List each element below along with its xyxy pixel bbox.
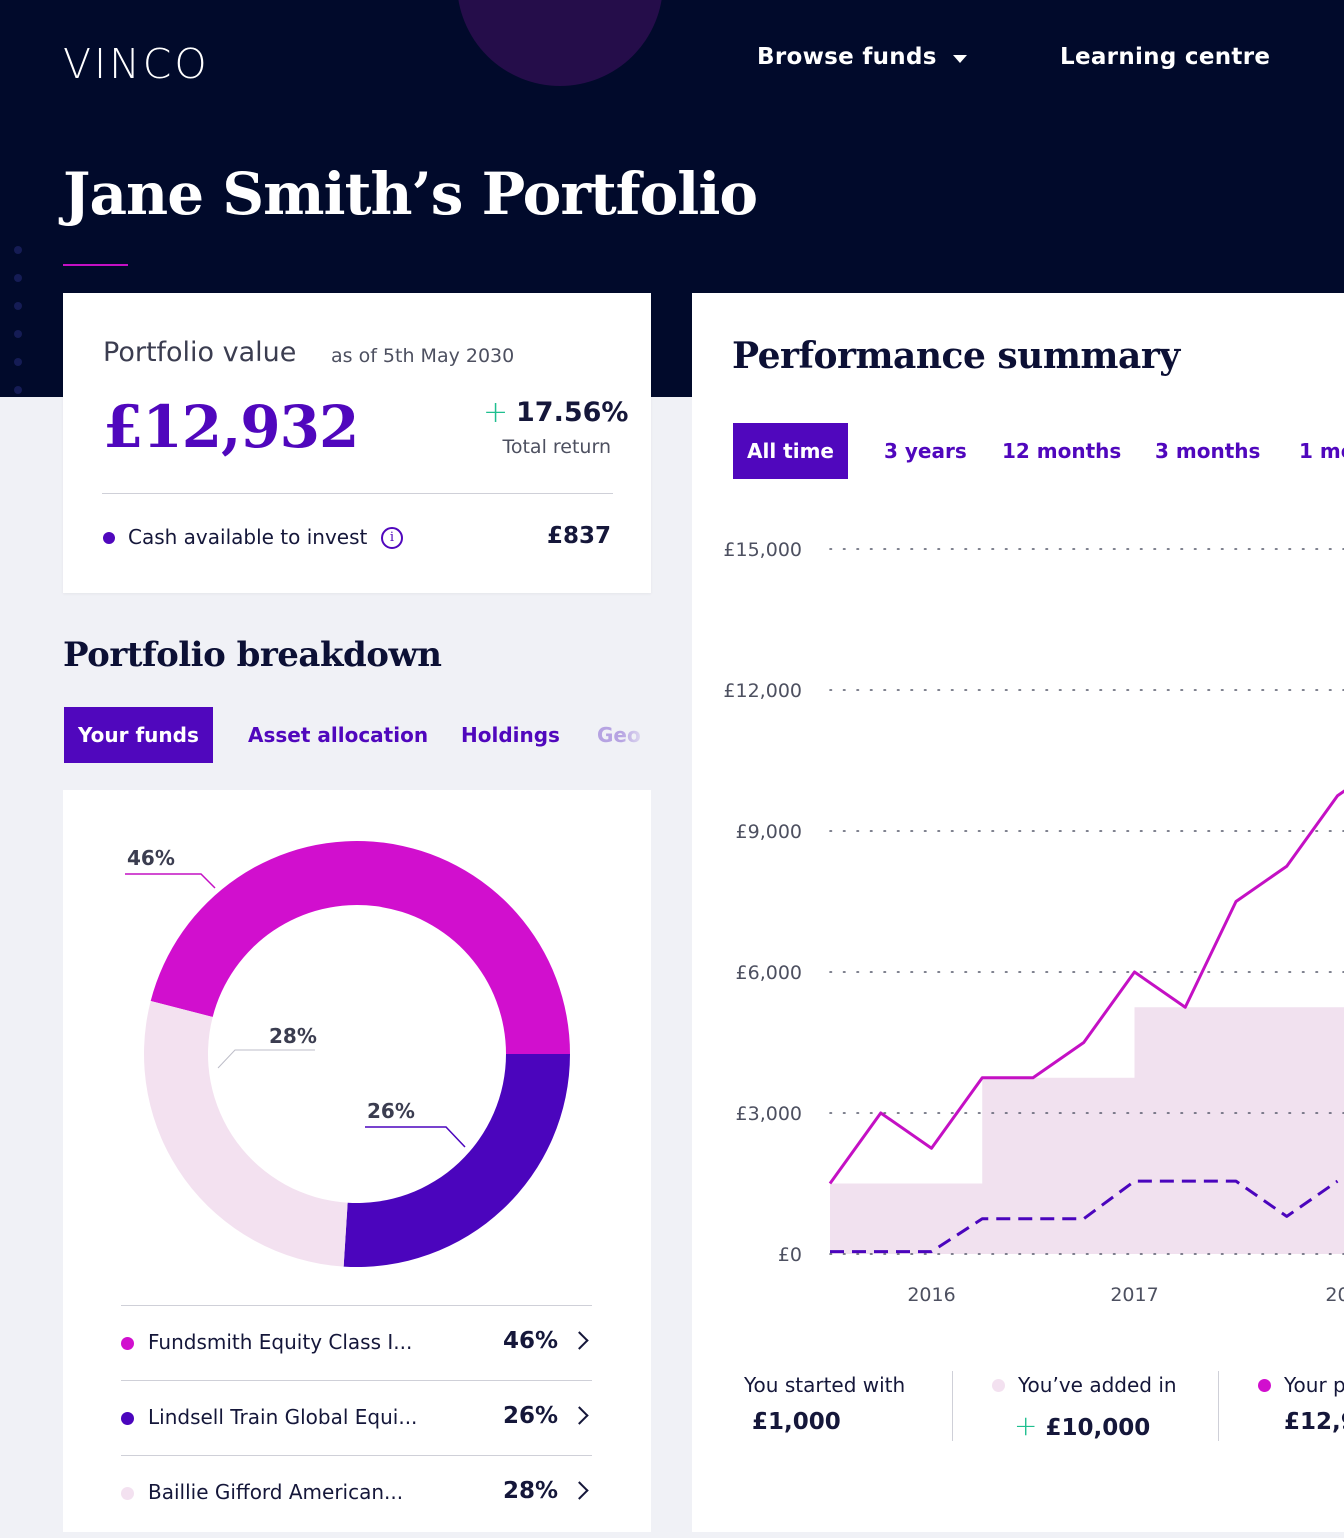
- stat-added-value-row: + £10,000: [1014, 1409, 1177, 1442]
- stat-started: You started with £1,000: [744, 1373, 905, 1435]
- divider: [1218, 1371, 1219, 1441]
- portfolio-value-date: as of 5th May 2030: [331, 345, 515, 367]
- y-tick-label: £9,000: [736, 821, 802, 843]
- stat-added-label: You’ve added in: [1018, 1373, 1177, 1397]
- fund-name: Baillie Gifford American...: [148, 1480, 404, 1504]
- fund-row[interactable]: Lindsell Train Global Equi... 26%: [121, 1381, 592, 1455]
- portfolio-value-card: Portfolio value as of 5th May 2030 £12,9…: [63, 293, 651, 593]
- stat-current: Your p £12,9: [1284, 1373, 1344, 1435]
- total-return-label: Total return: [502, 436, 611, 458]
- stat-current-value: £12,9: [1284, 1409, 1344, 1435]
- y-tick-label: £0: [778, 1244, 802, 1266]
- x-tick-label: 20: [1325, 1284, 1344, 1306]
- performance-line-chart: £15,000 £12,000 £9,000 £6,000 £3,000 £0 2016 2…: [723, 539, 1344, 1306]
- fund-percentage: 28%: [502, 1478, 558, 1504]
- tab-asset-allocation[interactable]: Asset allocation: [248, 723, 429, 747]
- donut-label-26: 26%: [367, 1099, 415, 1123]
- donut-slice[interactable]: [343, 1054, 570, 1267]
- chevron-down-icon: [952, 54, 967, 63]
- info-icon[interactable]: i: [381, 527, 403, 549]
- leader-line-46: [125, 873, 216, 889]
- portfolio-value-line: [828, 789, 1344, 1185]
- chevron-right-icon: [570, 1406, 589, 1425]
- tabs-fade-overlay: [621, 707, 651, 763]
- decorative-dots: [14, 246, 26, 397]
- title-underline: [63, 264, 128, 266]
- tab-3-years[interactable]: 3 years: [884, 439, 967, 463]
- stat-started-label: You started with: [744, 1373, 906, 1397]
- performance-summary-title: Performance summary: [732, 335, 1180, 377]
- tab-your-funds[interactable]: Your funds: [64, 707, 213, 763]
- portfolio-breakdown-title: Portfolio breakdown: [63, 635, 442, 675]
- fund-row[interactable]: Baillie Gifford American... 28%: [121, 1456, 592, 1530]
- y-tick-label: £12,000: [723, 680, 802, 702]
- vinco-logo[interactable]: VINCO: [63, 40, 210, 88]
- divider: [102, 493, 613, 494]
- divider: [121, 1380, 592, 1381]
- fund-name: Fundsmith Equity Class I...: [148, 1330, 413, 1354]
- tab-3-months[interactable]: 3 months: [1155, 439, 1261, 463]
- stat-started-value: £1,000: [752, 1409, 841, 1435]
- y-tick-label: £15,000: [723, 539, 802, 561]
- invested-dashed-line: [830, 1179, 1339, 1254]
- leader-line-28: [217, 1049, 315, 1069]
- leader-line-26: [365, 1126, 466, 1148]
- tab-holdings[interactable]: Holdings: [461, 723, 560, 747]
- portfolio-value-amount: £12,932: [103, 393, 359, 461]
- fund-name: Lindsell Train Global Equi...: [148, 1405, 418, 1429]
- donut-chart: 46% 28% 26%: [125, 841, 571, 1267]
- y-tick-label: £3,000: [736, 1103, 802, 1125]
- divider: [121, 1305, 592, 1306]
- cash-bullet-dot: [103, 532, 115, 544]
- chevron-right-icon: [570, 1481, 589, 1500]
- stat-added: You’ve added in + £10,000: [1014, 1373, 1177, 1442]
- added-bullet-dot: [992, 1379, 1005, 1392]
- fund-percentage: 26%: [502, 1403, 558, 1429]
- plus-icon: +: [1014, 1409, 1038, 1442]
- x-tick-label: 2016: [907, 1284, 955, 1306]
- cash-available-label: Cash available to invest: [128, 525, 368, 549]
- fund-color-dot: [121, 1487, 134, 1500]
- donut-label-28: 28%: [269, 1024, 317, 1048]
- portfolio-value-label: Portfolio value: [103, 337, 297, 368]
- tab-1-month[interactable]: 1 mo: [1299, 439, 1344, 463]
- breakdown-tabs: Your funds Asset allocation Holdings Geo: [64, 707, 651, 763]
- decorative-circle: [457, 0, 663, 86]
- nav-browse-funds-label: Browse funds: [757, 44, 937, 70]
- divider: [952, 1371, 953, 1441]
- nav-learning-centre[interactable]: Learning centre: [1060, 44, 1271, 70]
- fund-color-dot: [121, 1337, 134, 1350]
- fund-color-dot: [121, 1412, 134, 1425]
- donut-slice[interactable]: [150, 841, 571, 1054]
- stat-added-value: £10,000: [1045, 1415, 1151, 1441]
- cash-available-amount: £837: [546, 523, 611, 549]
- tab-all-time[interactable]: All time: [733, 423, 848, 479]
- tab-12-months[interactable]: 12 months: [1002, 439, 1122, 463]
- fund-row[interactable]: Fundsmith Equity Class I... 46%: [121, 1306, 592, 1380]
- donut-label-46: 46%: [127, 846, 175, 870]
- fund-percentage: 46%: [502, 1328, 558, 1354]
- stat-current-label: Your p: [1284, 1373, 1344, 1397]
- page-title: Jane Smith’s Portfolio: [63, 160, 758, 228]
- nav-browse-funds[interactable]: Browse funds: [757, 44, 967, 70]
- donut-slice[interactable]: [144, 1001, 348, 1267]
- contributions-area: [830, 1007, 1344, 1254]
- x-tick-label: 2017: [1110, 1284, 1158, 1306]
- plus-icon: +: [483, 395, 509, 430]
- y-tick-label: £6,000: [736, 962, 802, 984]
- performance-summary-card: Performance summary All time 3 years 12 …: [692, 293, 1344, 1532]
- divider: [121, 1455, 592, 1456]
- your-funds-card: 46% 28% 26% Fundsmith Equity Class I... …: [63, 790, 651, 1532]
- current-bullet-dot: [1258, 1379, 1271, 1392]
- chevron-right-icon: [570, 1331, 589, 1350]
- total-return-value: 17.56%: [516, 397, 629, 428]
